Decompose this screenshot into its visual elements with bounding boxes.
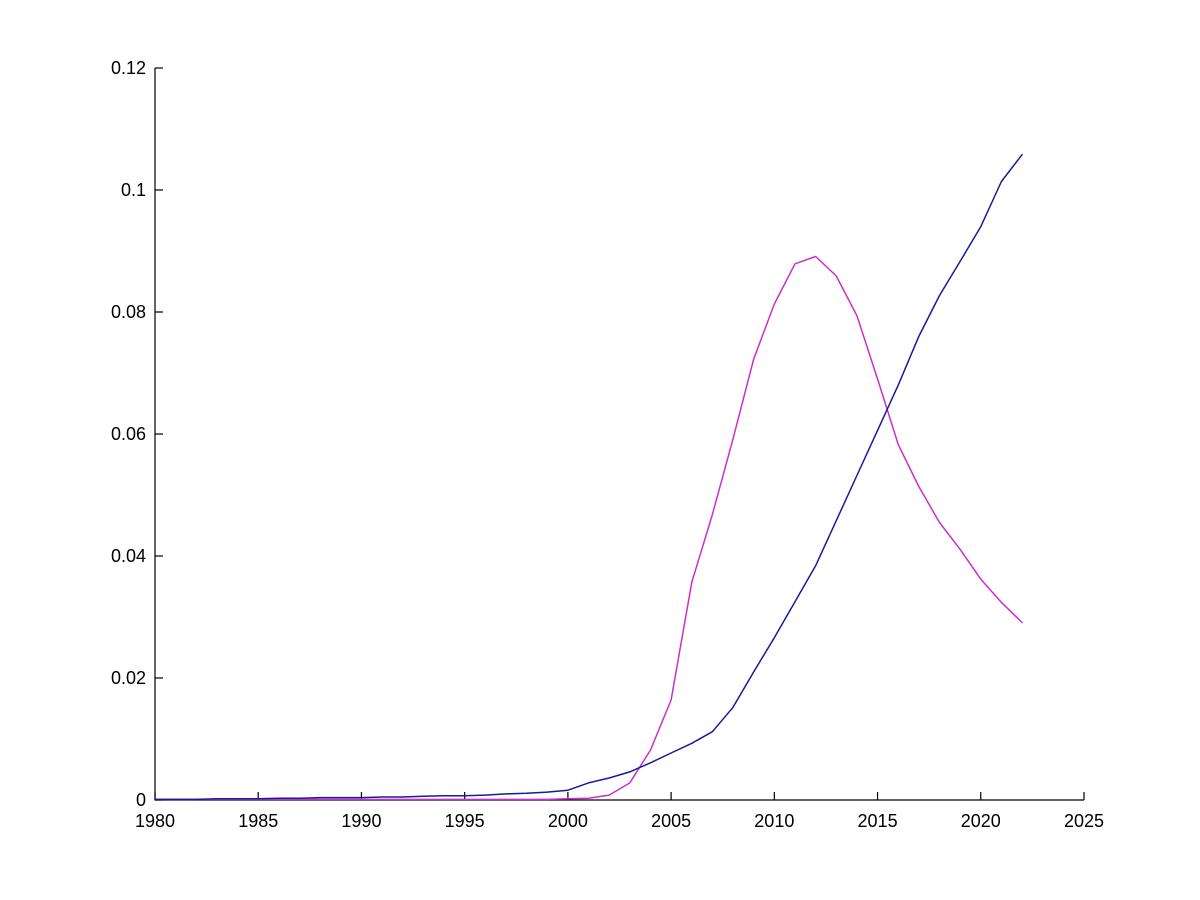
y-tick-label: 0.08 — [111, 302, 146, 322]
x-tick-label: 1985 — [238, 811, 278, 831]
x-tick-label: 2025 — [1064, 811, 1104, 831]
x-tick-label: 2000 — [548, 811, 588, 831]
axes — [154, 68, 1084, 801]
x-tick-label: 2010 — [754, 811, 794, 831]
x-tick-label: 1995 — [445, 811, 485, 831]
x-tick-label: 2005 — [651, 811, 691, 831]
y-tick-label: 0.1 — [121, 180, 146, 200]
x-tick-label: 1990 — [341, 811, 381, 831]
y-tick-label: 0.12 — [111, 58, 146, 78]
plot-series — [154, 153, 1023, 801]
axis-lines — [154, 68, 1084, 801]
y-tick-label: 0 — [136, 790, 146, 810]
magenta-line — [154, 255, 1023, 801]
axis-tick-labels: 1980 1985 1990 1995 2000 2005 2010 2015 2020 2025… — [111, 58, 1104, 831]
x-tick-label: 2015 — [858, 811, 898, 831]
y-tick-label: 0.04 — [111, 546, 146, 566]
y-tick-label: 0.06 — [111, 424, 146, 444]
x-tick-label: 2020 — [961, 811, 1001, 831]
axis-ticks — [154, 67, 1085, 801]
y-tick-label: 0.02 — [111, 668, 146, 688]
blue-line — [154, 153, 1023, 801]
x-tick-label: 1980 — [135, 811, 175, 831]
